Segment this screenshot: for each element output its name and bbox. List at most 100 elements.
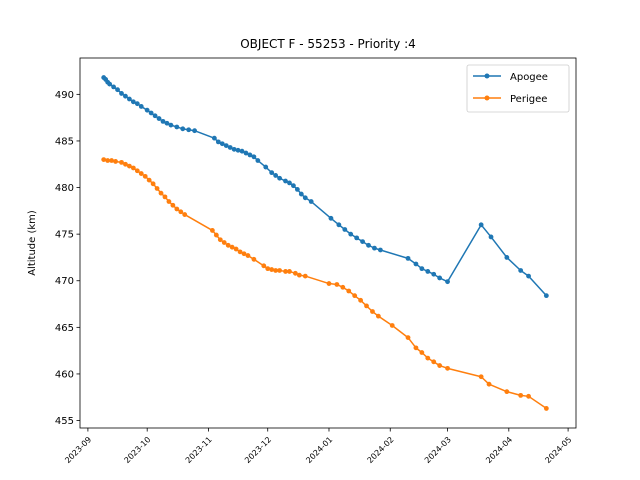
apogee-point <box>211 135 217 141</box>
apogee-point <box>287 180 292 186</box>
apogee-point <box>277 175 282 181</box>
apogee-point <box>107 81 113 87</box>
apogee-point <box>138 104 144 109</box>
perigee-point <box>213 232 219 238</box>
apogee-point <box>372 245 377 251</box>
perigee-point <box>292 270 298 276</box>
y-tick-label: 475 <box>55 230 74 241</box>
perigee-point <box>130 165 136 171</box>
legend-perigee-marker <box>484 95 490 101</box>
apogee-point <box>294 187 300 192</box>
perigee-point <box>340 284 346 290</box>
apogee-point <box>243 150 249 156</box>
y-tick-label: 485 <box>55 136 74 147</box>
perigee-point <box>296 272 302 278</box>
perigee-point <box>504 389 510 395</box>
apogee-point <box>115 87 120 93</box>
apogee-point <box>354 235 360 241</box>
perigee-point <box>126 163 132 169</box>
apogee-point <box>134 101 140 107</box>
apogee-point <box>413 261 419 267</box>
apogee-point <box>342 227 348 232</box>
apogee-point <box>227 145 233 150</box>
perigee-point <box>178 209 184 215</box>
perigee-point <box>170 202 176 208</box>
apogee-point <box>148 110 154 116</box>
perigee-point <box>413 345 419 351</box>
perigee-point <box>142 173 148 179</box>
apogee-point <box>192 128 198 134</box>
perigee-point <box>518 392 524 398</box>
perigee-point <box>233 246 239 252</box>
apogee-point <box>168 122 174 128</box>
apogee-point <box>298 191 304 197</box>
perigee-point <box>113 159 118 164</box>
perigee-point <box>217 237 223 243</box>
perigee-point <box>445 365 450 371</box>
apogee-point <box>348 231 354 237</box>
perigee-point <box>326 281 332 286</box>
y-tick-label: 480 <box>55 183 74 194</box>
perigee-point <box>166 199 172 204</box>
apogee-point <box>219 141 225 147</box>
apogee-point <box>425 269 431 274</box>
apogee-point <box>419 266 425 272</box>
apogee-point <box>111 84 116 90</box>
apogee-point <box>251 154 257 160</box>
apogee-point <box>291 183 296 189</box>
apogee-point <box>223 143 229 149</box>
perigee-point <box>352 293 358 299</box>
apogee-point <box>526 273 531 279</box>
perigee-point <box>109 158 115 163</box>
legend-apogee-marker <box>484 73 490 79</box>
apogee-point <box>543 293 549 299</box>
perigee-point <box>138 171 144 176</box>
perigee-point <box>225 242 231 248</box>
perigee-point <box>221 240 227 245</box>
apogee-point <box>488 234 494 240</box>
perigee-point <box>375 313 381 319</box>
perigee-point <box>425 355 431 361</box>
apogee-point <box>302 195 308 201</box>
perigee-point <box>302 273 308 279</box>
y-tick-label: 460 <box>55 369 74 380</box>
apogee-point <box>263 164 269 170</box>
perigee-point <box>526 393 531 399</box>
apogee-point <box>164 120 170 126</box>
legend-apogee-label: Apogee <box>510 72 548 83</box>
perigee-point <box>134 168 140 174</box>
apogee-point <box>123 93 128 99</box>
apogee-point <box>431 271 437 277</box>
perigee-point <box>146 177 152 183</box>
perigee-point <box>346 288 352 294</box>
perigee-point <box>265 266 271 272</box>
y-tick-label: 455 <box>55 416 74 427</box>
perigee-point <box>119 159 124 165</box>
legend-perigee-label: Perigee <box>510 94 547 105</box>
perigee-point <box>389 323 395 328</box>
perigee-point <box>478 374 484 380</box>
apogee-point <box>119 91 124 96</box>
perigee-point <box>358 297 364 303</box>
perigee-point <box>269 267 275 272</box>
perigee-point <box>334 282 340 287</box>
perigee-point <box>364 303 369 309</box>
y-axis: 455 460 465 470 475 480 485 490 <box>55 90 80 427</box>
apogee-point <box>437 275 443 281</box>
apogee-point <box>130 99 136 105</box>
perigee-point <box>241 251 247 257</box>
apogee-point <box>504 255 510 260</box>
apogee-point <box>231 146 237 152</box>
perigee-point <box>283 269 288 274</box>
perigee-point <box>210 228 215 233</box>
perigee-point <box>158 190 164 196</box>
perigee-point <box>182 212 188 217</box>
apogee-point <box>283 178 288 184</box>
perigee-point <box>154 186 160 191</box>
apogee-point <box>126 96 132 102</box>
perigee-point <box>261 263 267 269</box>
apogee-point <box>156 116 162 121</box>
apogee-point <box>518 268 524 273</box>
perigee-point <box>486 381 492 387</box>
perigee-point <box>174 206 180 212</box>
